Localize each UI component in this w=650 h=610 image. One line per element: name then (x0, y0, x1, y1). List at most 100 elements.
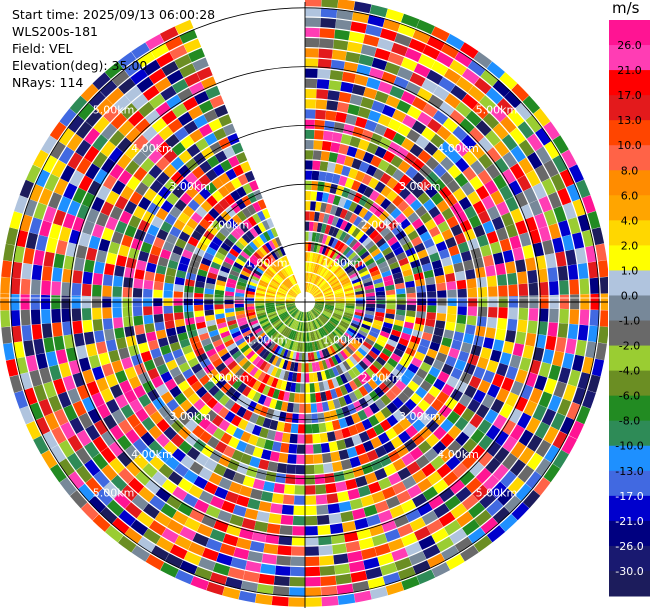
gate-cell (105, 190, 120, 206)
gate-cell (199, 374, 211, 386)
gate-cell (384, 62, 401, 76)
gate-cell (423, 269, 434, 279)
gate-cell (417, 440, 432, 454)
gate-cell (45, 351, 58, 367)
gate-cell (343, 284, 353, 290)
gate-cell (187, 236, 199, 247)
gate-cell (313, 275, 319, 285)
gate-cell (360, 44, 377, 57)
gate-cell (283, 315, 291, 324)
gate-cell (537, 268, 548, 283)
gate-cell (371, 491, 386, 504)
gate-cell (287, 294, 296, 299)
gate-cell (59, 108, 77, 127)
gate-cell (321, 268, 328, 277)
gate-cell (327, 321, 336, 329)
gate-cell (418, 164, 433, 178)
gate-cell (124, 85, 142, 102)
gate-cell (334, 387, 343, 398)
gate-cell (225, 286, 235, 293)
gate-cell (156, 329, 167, 340)
gate-cell (131, 93, 149, 110)
gate-cell (187, 357, 199, 368)
gate-cell (519, 204, 534, 220)
gate-cell (316, 402, 324, 413)
gate-cell (355, 363, 365, 374)
gate-cell (357, 374, 367, 385)
gate-cell (158, 186, 172, 200)
gate-cell (380, 406, 392, 419)
start-time-text: Start time: 2025/09/13 06:00:28 (12, 7, 216, 22)
gate-cell (391, 329, 402, 338)
gate-cell (399, 174, 412, 187)
gate-cell (534, 421, 550, 439)
gate-cell (124, 267, 135, 279)
gate-cell (99, 80, 118, 98)
gate-cell (374, 468, 388, 481)
gate-cell (105, 216, 119, 231)
gate-cell (342, 246, 352, 256)
gate-cell (226, 282, 236, 289)
gate-cell (343, 287, 354, 292)
gate-cell (432, 412, 446, 426)
gate-cell (362, 254, 373, 263)
gate-cell (535, 439, 552, 458)
gate-cell (369, 586, 388, 600)
gate-cell (203, 481, 218, 495)
gate-cell (321, 313, 330, 320)
gate-cell (72, 372, 86, 388)
gate-cell (315, 302, 325, 304)
gate-cell (238, 320, 248, 327)
gate-cell (313, 306, 323, 312)
gate-cell (333, 288, 343, 293)
gate-cell (502, 249, 514, 263)
gate-cell (167, 118, 183, 133)
gate-cell (266, 309, 276, 314)
gate-cell (492, 339, 504, 352)
gate-cell (100, 201, 114, 216)
gate-cell (357, 247, 367, 257)
gate-cell (253, 224, 263, 235)
gate-cell (274, 321, 283, 329)
gate-cell (282, 349, 289, 359)
gate-cell (96, 377, 109, 392)
gate-cell (318, 266, 324, 276)
gate-cell (281, 283, 290, 290)
gate-cell (232, 504, 247, 517)
gate-cell (362, 151, 374, 164)
gate-cell (305, 191, 311, 201)
gate-cell (308, 321, 312, 331)
gate-cell (298, 321, 302, 331)
colorbar-swatch (609, 120, 650, 146)
gate-cell (361, 357, 372, 367)
gate-cell (326, 247, 334, 258)
gate-cell (527, 269, 538, 284)
gate-cell (305, 414, 312, 424)
gate-cell (177, 502, 194, 517)
gate-cell (412, 560, 431, 575)
gate-cell (140, 350, 153, 363)
gate-cell (270, 331, 279, 340)
gate-cell (329, 345, 337, 355)
gate-cell (256, 287, 267, 292)
gate-cell (243, 570, 260, 583)
gate-cell (238, 277, 248, 284)
gate-cell (339, 231, 347, 242)
gate-cell (433, 426, 447, 440)
gate-cell (348, 424, 359, 436)
gate-cell (544, 140, 560, 159)
gate-cell (199, 430, 212, 444)
gate-cell (420, 212, 432, 224)
gate-cell (286, 339, 292, 350)
gate-cell (262, 208, 271, 219)
gate-cell (186, 374, 199, 386)
gate-cell (481, 195, 495, 210)
gate-cell (41, 323, 53, 339)
gate-cell (454, 232, 467, 245)
gate-cell (441, 363, 454, 375)
gate-cell (425, 433, 440, 448)
gate-cell (131, 494, 149, 511)
gate-cell (199, 332, 210, 341)
gate-cell (538, 308, 549, 322)
gate-cell (196, 274, 207, 283)
